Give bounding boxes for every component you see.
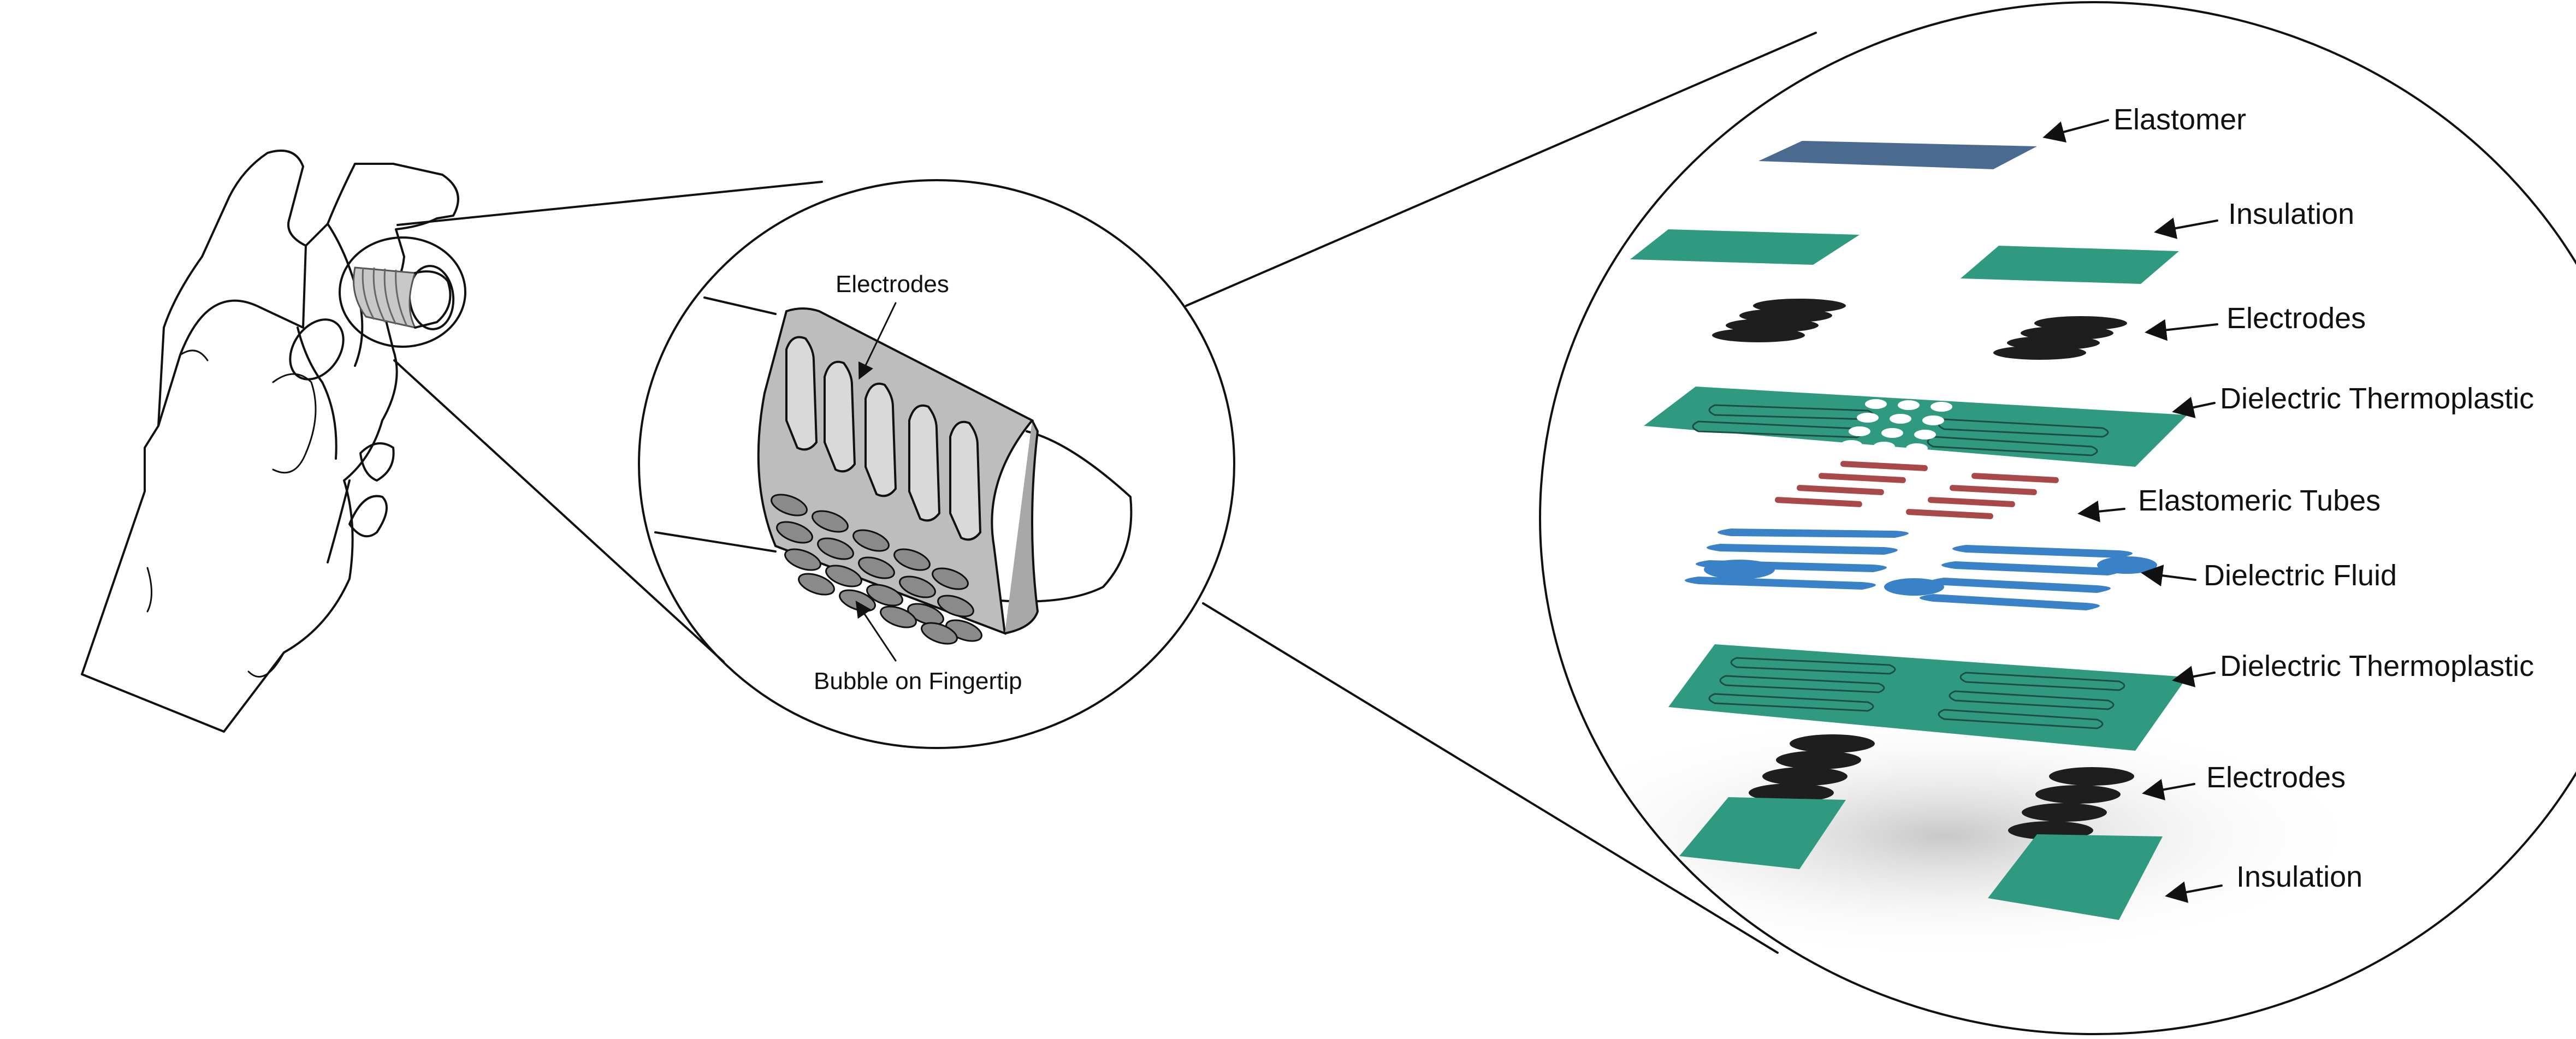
fingertip-inset: Electrodes Bubble on Fingertip	[638, 179, 1235, 749]
label-electrodes-inset: Electrodes	[836, 271, 949, 298]
layer-dielectric-thermoplastic-lower	[1668, 644, 2187, 751]
zoom-circle-small	[339, 181, 823, 663]
layer-insulation-bottom-right	[1988, 834, 2163, 920]
layer-electrodes-top	[1712, 299, 2127, 360]
layer-dielectric-fluid	[1685, 529, 2157, 610]
label-insulation-bottom: Insulation	[2236, 860, 2362, 893]
label-elastomeric-tubes: Elastomeric Tubes	[2138, 484, 2380, 517]
exploded-view: Elastomer Insulation Electrodes Dielectr…	[1539, 1, 2576, 1035]
layer-elastomer	[1758, 141, 2037, 169]
electrode-channels	[785, 336, 982, 541]
layer-insulation-top-right	[1961, 246, 2179, 284]
layer-electrodes-bottom	[1749, 734, 2134, 840]
label-insulation-top: Insulation	[2228, 198, 2354, 230]
small-device-sleeve	[353, 266, 417, 329]
layer-elastomeric-tubes	[1775, 461, 2059, 519]
hand-illustration	[81, 149, 459, 733]
label-dielectric-thermoplastic-lower: Dielectric Thermoplastic	[2220, 650, 2534, 682]
label-dielectric-thermoplastic-upper: Dielectric Thermoplastic	[2220, 382, 2534, 415]
layer-dielectric-thermoplastic-upper	[1644, 387, 2187, 467]
layer-insulation-top-left	[1630, 229, 1860, 265]
label-electrodes-bottom: Electrodes	[2206, 761, 2346, 794]
callout-arrows	[2042, 119, 2223, 903]
label-bubble-on-fingertip: Bubble on Fingertip	[814, 668, 1022, 694]
zoom-projection-lines	[1185, 32, 1817, 954]
layer-insulation-bottom-left	[1679, 797, 1846, 869]
label-electrodes-top: Electrodes	[2226, 302, 2366, 335]
label-elastomer: Elastomer	[2113, 103, 2246, 136]
label-dielectric-fluid: Dielectric Fluid	[2204, 559, 2397, 592]
